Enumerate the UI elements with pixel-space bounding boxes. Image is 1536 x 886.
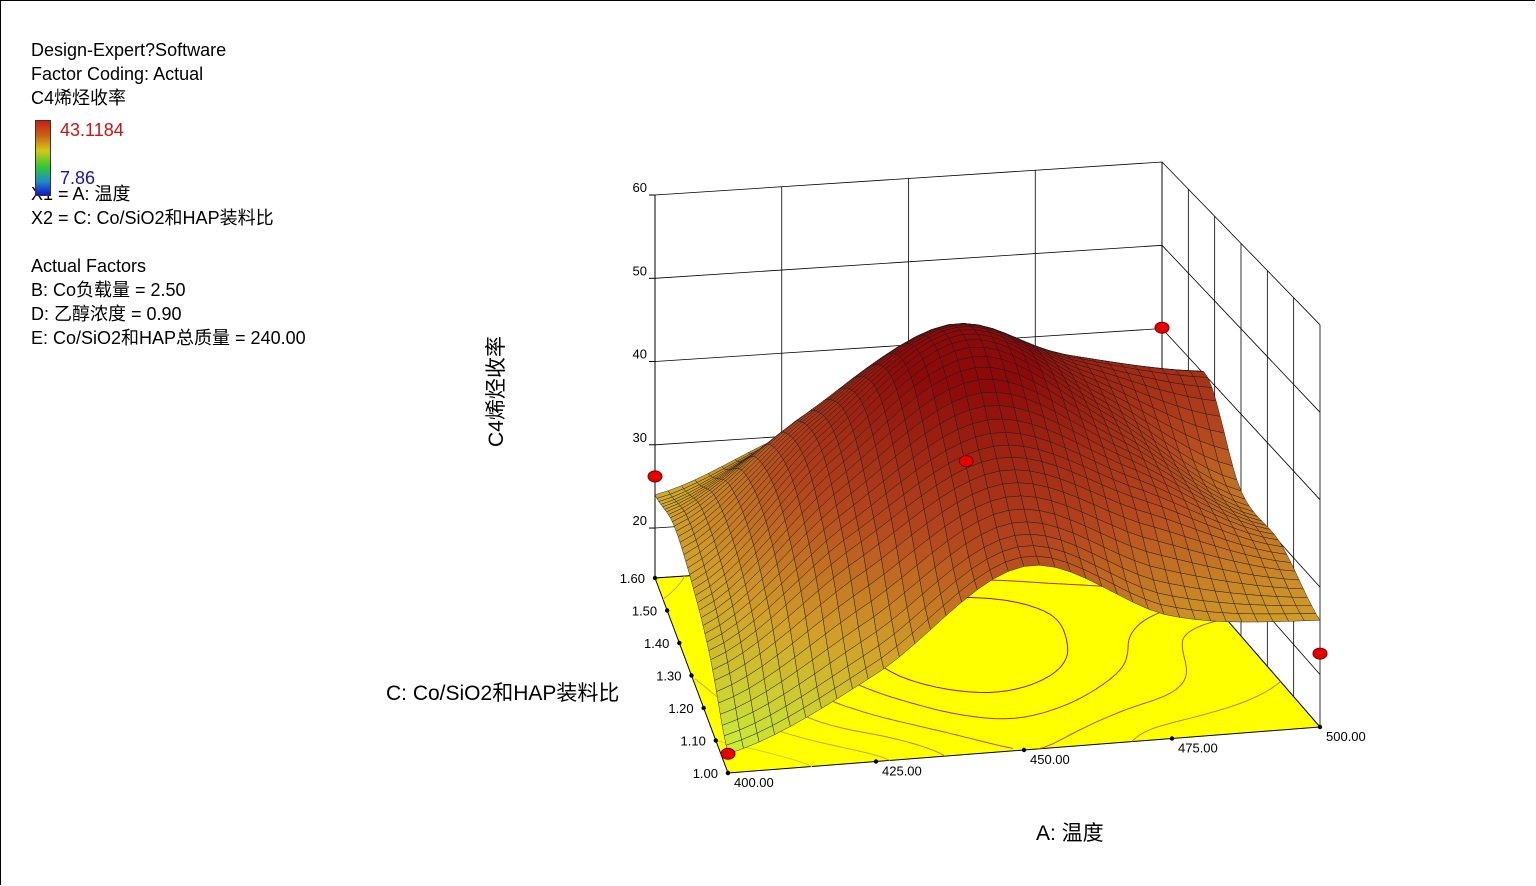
x-tick-label: 500.00 (1326, 729, 1366, 744)
y-tick-mark (689, 673, 694, 678)
software-name: Design-Expert?Software (31, 40, 227, 60)
z-tick-label: 20 (633, 513, 647, 528)
factor-e: E: Co/SiO2和HAP总质量 = 240.00 (31, 328, 306, 348)
y-tick-label: 1.40 (644, 636, 669, 651)
y-tick-label: 1.10 (681, 734, 706, 749)
legend-color-bar (35, 120, 51, 196)
y-tick-label: 1.60 (620, 571, 645, 586)
tick-labels: 400.00 425.00 450.00 475.00 500.00 1.00 1.10 1.… (620, 180, 1366, 790)
design-point (647, 470, 663, 483)
y-tick-label: 1.00 (693, 766, 718, 781)
y-tick-mark (677, 640, 682, 646)
factor-coding: Factor Coding: Actual (31, 64, 204, 84)
x-tick-label: 400.00 (734, 775, 774, 790)
x-tick-label: 450.00 (1030, 752, 1070, 767)
y-tick-mark (725, 770, 731, 776)
y-tick-mark (701, 705, 706, 711)
factor-x2: X2 = C: Co/SiO2和HAP装料比 (31, 208, 274, 228)
factor-b: B: Co负载量 = 2.50 (31, 280, 186, 300)
y-axis-title: C: Co/SiO2和HAP装料比 (386, 682, 619, 705)
design-point (958, 455, 974, 468)
response-name: C4烯烃收率 (31, 88, 127, 108)
legend-max-value: 43.1184 (60, 120, 124, 140)
x-tick-mark (1169, 736, 1175, 741)
factor-x1: X1 = A: 温度 (31, 184, 131, 204)
wall-gridline (654, 161, 1321, 326)
color-legend: 43.1184 7.86 (31, 110, 306, 196)
z-tick-label: 30 (633, 430, 647, 445)
design-points (647, 321, 1328, 760)
y-tick-mark (652, 575, 658, 581)
info-panel: Design-Expert?Software Factor Coding: Ac… (31, 38, 306, 350)
y-tick-label: 1.20 (668, 701, 693, 716)
actual-factors-title: Actual Factors (31, 256, 147, 276)
z-tick-label: 40 (633, 347, 647, 362)
legend-min-value: 7.86 (60, 168, 96, 188)
design-point (1312, 647, 1328, 660)
factor-d: D: 乙醇浓度 = 0.90 (31, 304, 182, 324)
x-tick-label: 425.00 (882, 764, 922, 779)
z-axis-title: C4烯烃收率 (485, 336, 508, 447)
y-tick-mark (713, 738, 719, 743)
y-tick-mark (664, 608, 670, 613)
response-surface (654, 323, 1321, 755)
y-tick-label: 1.30 (656, 669, 681, 684)
x-tick-mark (873, 759, 879, 764)
y-tick-label: 1.50 (632, 604, 657, 619)
x-tick-label: 475.00 (1178, 741, 1218, 756)
z-tick-label: 50 (633, 263, 647, 278)
design-point (1154, 321, 1170, 334)
x-tick-mark (1021, 747, 1027, 753)
surface-cell (1299, 613, 1321, 622)
z-tick-label: 60 (633, 180, 647, 195)
x-tick-mark (1317, 724, 1323, 730)
x-axis-title: A: 温度 (1036, 822, 1104, 845)
design-point (720, 747, 736, 760)
